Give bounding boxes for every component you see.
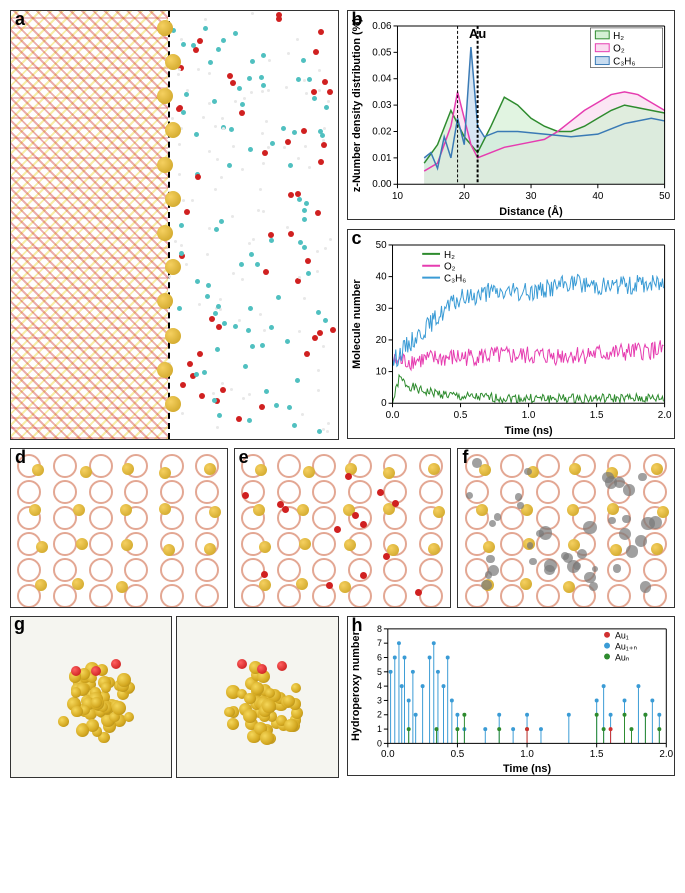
svg-text:0.0: 0.0 [380,749,394,760]
svg-text:1.0: 1.0 [521,410,535,421]
panel-e-sim [235,449,451,607]
svg-text:H₂: H₂ [443,250,454,261]
svg-text:0: 0 [381,398,387,409]
svg-text:2.0: 2.0 [659,749,673,760]
svg-text:0.01: 0.01 [372,153,392,164]
panel-e: e [234,448,452,608]
panel-g-left [10,616,172,778]
chart-c: 0.0 0.5 1.0 1.5 2.0 0 10 20 30 40 50 Time (ns) Molec… [348,230,675,438]
svg-text:Distance (Å): Distance (Å) [499,205,563,218]
svg-text:0.0: 0.0 [385,410,399,421]
svg-text:8: 8 [376,624,381,634]
svg-text:Time (ns): Time (ns) [504,425,553,437]
svg-text:0.02: 0.02 [372,126,391,137]
svg-text:O₂: O₂ [613,44,625,55]
panel-a: a Au [10,10,339,440]
panel-d-sim [11,449,227,607]
panel-a-sim [11,11,338,439]
svg-text:Hydroperoxy number: Hydroperoxy number [350,630,362,741]
svg-text:40: 40 [375,272,386,283]
gas-region [168,11,338,439]
svg-text:0.03: 0.03 [372,100,392,111]
svg-text:Au₁: Au₁ [614,631,628,641]
svg-text:2.0: 2.0 [657,410,671,421]
panel-c-label: c [352,228,362,249]
panel-e-label: e [239,448,249,468]
svg-text:z-Number density distribution: z-Number density distribution (%) [350,18,362,192]
panel-d: d [10,448,228,608]
svg-text:Auₙ: Auₙ [614,652,629,662]
svg-text:0.06: 0.06 [372,21,392,32]
svg-text:7: 7 [376,638,381,648]
svg-text:0: 0 [376,738,381,748]
panel-b: b Au 10 20 30 40 50 0.00 0.01 0.02 0.03 0.04 0.05 0.… [347,10,676,220]
svg-text:50: 50 [375,240,386,251]
panel-g: g [10,616,339,778]
panel-d-label: d [15,448,26,468]
svg-text:Au: Au [469,26,486,41]
svg-text:Molecule number: Molecule number [350,279,362,369]
svg-text:3: 3 [376,695,381,705]
panel-c: c 0.0 0.5 1.0 1.5 2.0 0 10 20 30 40 50 Time (ns) Mol… [347,229,676,439]
panel-b-label: b [352,9,363,30]
svg-text:1.5: 1.5 [589,410,603,421]
chart-b: Au 10 20 30 40 50 0.00 0.01 0.02 0.03 0.04 0.05 0.06… [348,11,675,219]
zeolite-region [11,11,168,439]
svg-text:40: 40 [592,191,603,202]
gold-atoms-a [155,11,181,439]
svg-text:H₂: H₂ [613,31,624,42]
svg-text:Au₁₊ₙ: Au₁₊ₙ [614,642,637,652]
svg-text:1.0: 1.0 [520,749,534,760]
svg-text:50: 50 [659,191,670,202]
svg-text:Time (ns): Time (ns) [503,763,551,775]
panel-f-sim [458,449,674,607]
svg-text:4: 4 [376,681,381,691]
svg-text:O₂: O₂ [443,262,455,273]
svg-text:0.00: 0.00 [372,179,392,190]
row-def: d e f [10,448,675,608]
svg-text:10: 10 [391,191,402,202]
svg-text:0.5: 0.5 [453,410,467,421]
svg-text:10: 10 [375,367,386,378]
svg-text:1.5: 1.5 [589,749,603,760]
svg-text:2: 2 [376,710,381,720]
svg-text:0.04: 0.04 [372,74,392,85]
svg-text:0.05: 0.05 [372,47,392,58]
svg-text:20: 20 [375,335,386,346]
chart-h: 0.0 0.5 1.0 1.5 2.0 0 1 2 3 4 5 6 7 8 Time (ns) Hydrope… [348,617,675,775]
panel-f-label: f [462,448,468,468]
svg-text:6: 6 [376,652,381,662]
panel-g-right [176,616,338,778]
svg-text:C₃H₆: C₃H₆ [613,57,635,68]
svg-text:1: 1 [376,724,381,734]
panel-a-label: a [15,10,25,30]
figure-grid: a Au b Au10203040500.000.010.020.030.040… [10,10,675,778]
svg-text:20: 20 [458,191,469,202]
panel-h-label: h [352,615,363,636]
panel-g-label: g [14,614,25,635]
svg-text:30: 30 [375,303,386,314]
row-gh: g h 0.0 0.5 1.0 1.5 2.0 0 1 2 3 4 5 6 7 8 Time (ns) Hyd… [10,616,675,778]
svg-text:C₃H₆: C₃H₆ [443,274,465,285]
panel-h: h 0.0 0.5 1.0 1.5 2.0 0 1 2 3 4 5 6 7 8 Time (ns) Hydro… [347,616,676,776]
svg-text:30: 30 [525,191,536,202]
panel-f: f [457,448,675,608]
svg-text:5: 5 [376,667,381,677]
svg-text:0.5: 0.5 [450,749,464,760]
